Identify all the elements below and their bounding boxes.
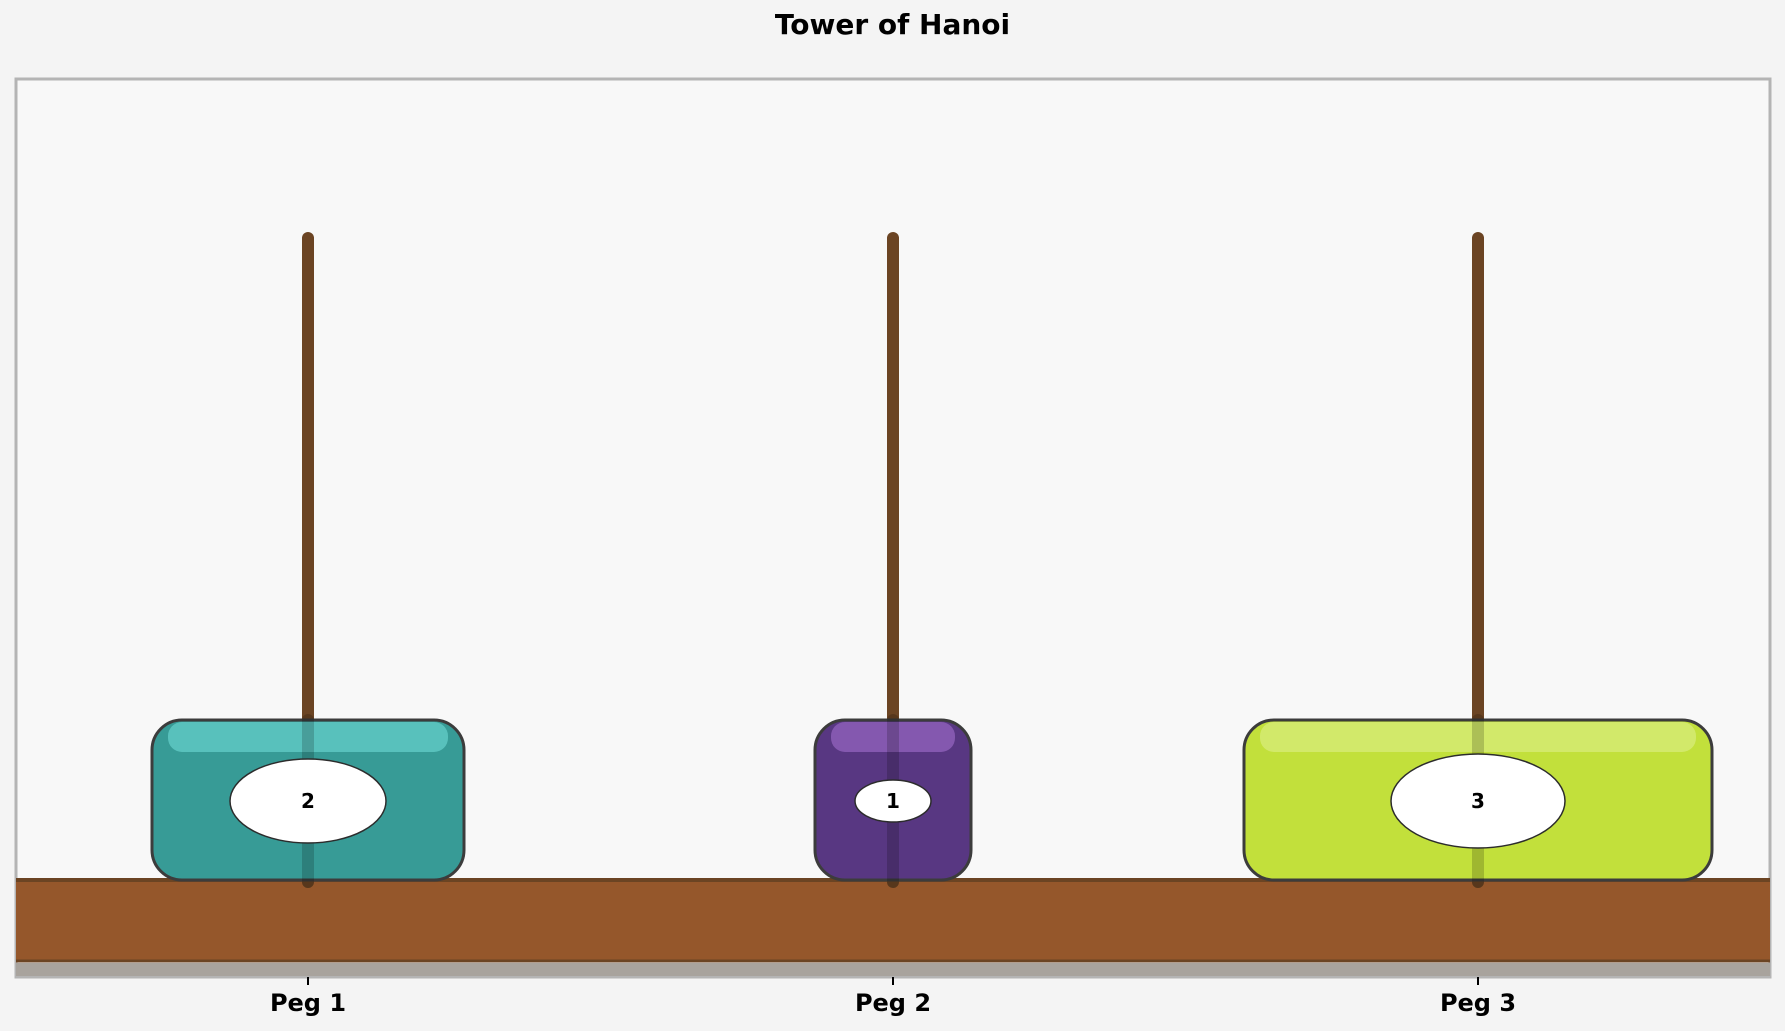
base-shadow (16, 963, 1770, 976)
base-platform (16, 880, 1770, 962)
peg-3-label: Peg 3 (1440, 989, 1516, 1017)
disk-3-number: 3 (1471, 789, 1485, 813)
disk-3[interactable]: 3 (1244, 720, 1712, 882)
disks-layer: 2 1 3 (152, 720, 1712, 882)
peg-labels: Peg 1 Peg 2 Peg 3 (270, 977, 1516, 1017)
peg-2-label: Peg 2 (855, 989, 931, 1017)
disk-1[interactable]: 1 (815, 720, 971, 882)
disk-1-number: 1 (886, 789, 900, 813)
disk-2[interactable]: 2 (152, 720, 464, 882)
peg-1-label: Peg 1 (270, 989, 346, 1017)
disk-2-number: 2 (301, 789, 315, 813)
